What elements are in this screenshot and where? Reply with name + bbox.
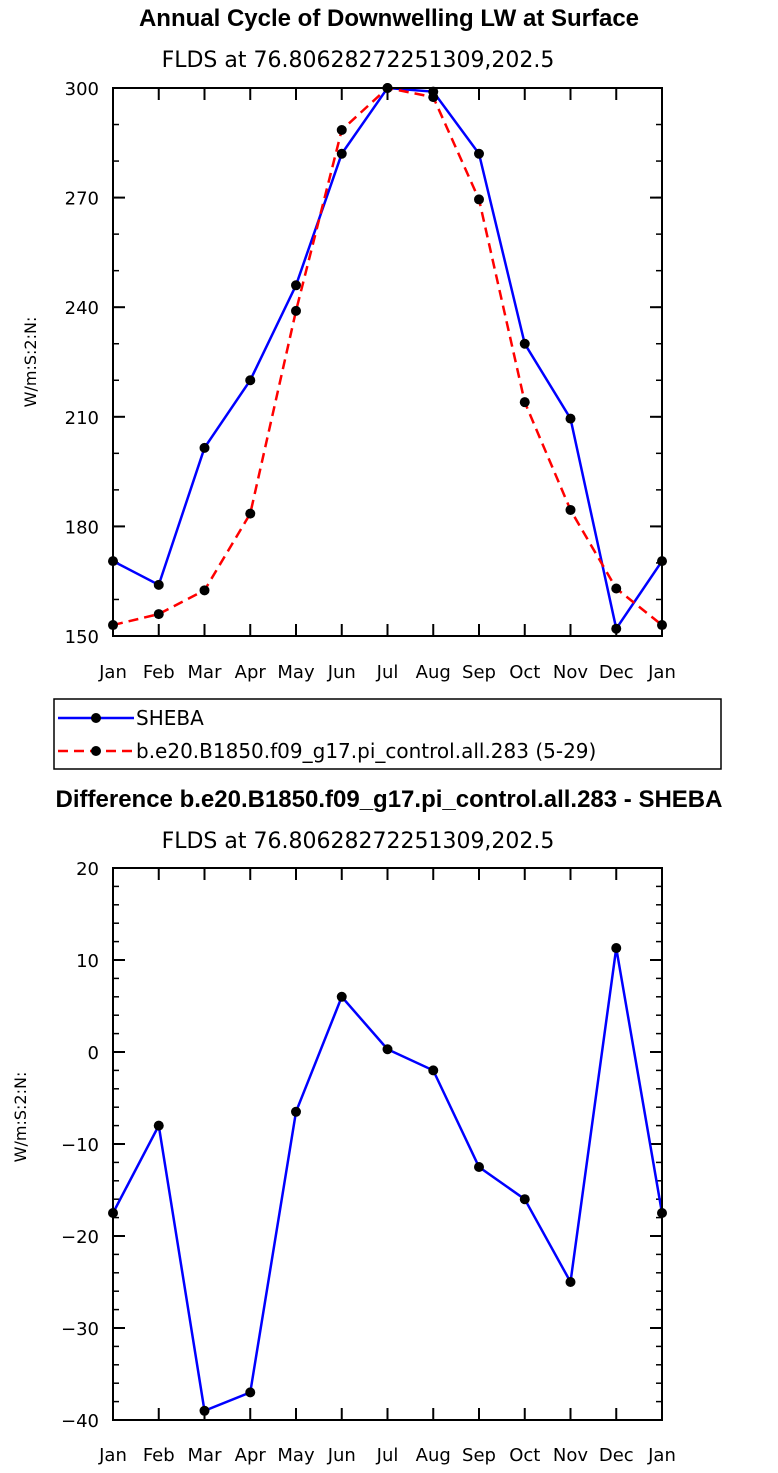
panel-2-y-tick-label: −30 bbox=[61, 1319, 99, 1340]
panel-2-x-tick-label: Apr bbox=[235, 1445, 267, 1466]
panel-1-y-tick-label: 150 bbox=[65, 627, 99, 648]
panel-2-x-tick-label: Mar bbox=[188, 1445, 223, 1466]
panel-2-y-tick-label: 0 bbox=[88, 1043, 99, 1064]
panel-2-point-difference bbox=[565, 1277, 576, 1287]
panel-1-x-tick-label: Jan bbox=[647, 662, 676, 683]
panel-2-plot-frame bbox=[112, 867, 663, 1421]
panel-2-series-line-difference bbox=[111, 947, 664, 1413]
panel-2-series bbox=[108, 943, 667, 1416]
panel-1-point-model bbox=[611, 583, 622, 594]
panel-1-series-line-sheba bbox=[112, 86, 664, 632]
panel-1-x-tick-label: Apr bbox=[235, 662, 267, 683]
panel-1-x-tick-label: Nov bbox=[553, 662, 588, 683]
panel-2-x-tick-label: Jul bbox=[376, 1445, 399, 1466]
panel-2-x-tick-label: Sep bbox=[462, 1445, 496, 1466]
legend-sheba-marker bbox=[91, 713, 101, 723]
legend-entry-sheba: SHEBA bbox=[136, 706, 204, 730]
panel-1: Annual Cycle of Downwelling LW at Surfac… bbox=[21, 5, 676, 683]
panel-2-x-tick-label: Oct bbox=[509, 1445, 540, 1466]
panel-2-x-tick-label: Jan bbox=[647, 1445, 676, 1466]
panel-2-ticks: −40 −30 −20 −10 0 10 20 Jan Feb Mar Apr May Jun Jul Au… bbox=[61, 859, 676, 1466]
panel-2-x-tick-label: Jun bbox=[327, 1445, 356, 1466]
panel-1-point-model bbox=[291, 305, 301, 316]
panel-2-point-difference bbox=[199, 1405, 210, 1416]
panel-2-y-axis-label: W/m:S:2:N: bbox=[11, 1072, 30, 1163]
panel-2-point-difference bbox=[382, 1044, 393, 1055]
panel-2-point-difference bbox=[245, 1387, 256, 1398]
panel-1-point-sheba bbox=[565, 413, 576, 424]
panel-2-x-tick-label: Aug bbox=[416, 1445, 451, 1466]
panel-1-x-tick-label: Mar bbox=[188, 662, 223, 683]
panel-1-subtitle: FLDS at 76.80628272251309,202.5 bbox=[162, 48, 555, 73]
panel-1-point-sheba bbox=[199, 442, 210, 453]
panel-1-x-tick-label: May bbox=[277, 662, 315, 683]
panel-1-x-tick-label: Jan bbox=[98, 662, 127, 683]
panel-1-y-tick-label: 300 bbox=[65, 79, 99, 100]
panel-1-point-model bbox=[245, 508, 256, 519]
panel-2-y-tick-label: 10 bbox=[76, 951, 99, 972]
panel-2: Difference b.e20.B1850.f09_g17.pi_contro… bbox=[11, 786, 722, 1466]
panel-1-x-tick-label: Jul bbox=[376, 662, 399, 683]
panel-1-point-sheba bbox=[611, 623, 622, 634]
panel-1-point-sheba bbox=[245, 375, 256, 386]
panel-2-y-tick-label: 20 bbox=[76, 859, 99, 880]
panel-2-point-difference bbox=[519, 1194, 530, 1205]
panel-1-point-model bbox=[336, 125, 347, 136]
panel-2-point-difference bbox=[428, 1065, 439, 1076]
legend-model-marker bbox=[91, 746, 101, 756]
panel-1-series-line-model bbox=[112, 86, 663, 627]
panel-1-ticks: 150 180 210 240 270 300 Jan Feb Mar Apr May Jun Jul A… bbox=[65, 79, 676, 683]
panel-2-point-difference bbox=[474, 1162, 484, 1172]
panel-1-x-tick-label: Oct bbox=[509, 662, 540, 683]
panel-2-y-tick-label: −40 bbox=[61, 1411, 99, 1432]
panel-1-point-model bbox=[153, 609, 164, 620]
panel-1-y-axis-label: W/m:S:2:N: bbox=[21, 317, 40, 408]
panel-1-x-tick-label: Sep bbox=[462, 662, 496, 683]
panel-2-point-difference bbox=[611, 943, 622, 954]
panel-2-title: Difference b.e20.B1850.f09_g17.pi_contro… bbox=[56, 786, 723, 813]
panel-2-point-difference bbox=[153, 1120, 164, 1131]
panel-1-y-tick-label: 180 bbox=[65, 517, 99, 538]
panel-2-x-tick-label: Jan bbox=[98, 1445, 127, 1466]
panel-1-point-model bbox=[199, 585, 210, 596]
panel-1-point-model bbox=[565, 504, 576, 515]
legend-entry-model: b.e20.B1850.f09_g17.pi_control.all.283 (… bbox=[136, 739, 596, 763]
legend-box bbox=[53, 698, 722, 770]
panel-2-x-tick-label: May bbox=[277, 1445, 315, 1466]
panel-1-point-sheba bbox=[153, 579, 164, 590]
panel-1-x-tick-label: Aug bbox=[416, 662, 451, 683]
panel-1-point-sheba bbox=[519, 338, 530, 349]
panel-2-point-difference bbox=[291, 1106, 301, 1117]
panel-2-point-difference bbox=[336, 991, 347, 1002]
panel-2-y-tick-label: −10 bbox=[61, 1135, 99, 1156]
panel-2-x-tick-label: Nov bbox=[553, 1445, 588, 1466]
panel-1-y-tick-label: 270 bbox=[65, 189, 99, 210]
panel-2-x-tick-label: Feb bbox=[143, 1445, 175, 1466]
panel-1-x-tick-label: Dec bbox=[599, 662, 634, 683]
panel-1-title: Annual Cycle of Downwelling LW at Surfac… bbox=[139, 5, 639, 32]
panel-1-point-model bbox=[428, 92, 439, 103]
panel-1-point-sheba bbox=[291, 280, 301, 291]
panel-1-point-sheba bbox=[474, 148, 484, 159]
panel-2-subtitle: FLDS at 76.80628272251309,202.5 bbox=[162, 829, 555, 854]
legend: SHEBA b.e20.B1850.f09_g17.pi_control.all… bbox=[53, 698, 722, 770]
panel-1-series bbox=[108, 83, 667, 634]
panel-1-x-tick-label: Feb bbox=[143, 662, 175, 683]
panel-1-point-sheba bbox=[336, 148, 347, 159]
panel-1-plot-frame bbox=[112, 87, 663, 637]
panel-1-x-tick-label: Jun bbox=[327, 662, 356, 683]
panel-2-y-tick-label: −20 bbox=[61, 1227, 99, 1248]
panel-1-point-model bbox=[519, 397, 530, 408]
panel-2-x-tick-label: Dec bbox=[599, 1445, 634, 1466]
panel-1-y-tick-label: 210 bbox=[65, 408, 99, 429]
panel-1-point-model bbox=[474, 194, 484, 205]
panel-1-y-tick-label: 240 bbox=[65, 298, 99, 319]
